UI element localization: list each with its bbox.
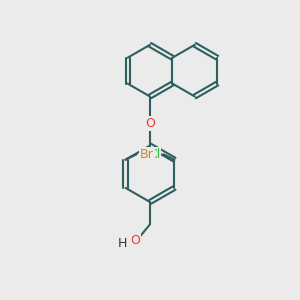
Text: H: H bbox=[118, 236, 127, 250]
Text: O: O bbox=[130, 234, 140, 247]
Text: Br: Br bbox=[140, 148, 154, 161]
Text: O: O bbox=[145, 117, 155, 130]
Text: Cl: Cl bbox=[148, 148, 160, 161]
